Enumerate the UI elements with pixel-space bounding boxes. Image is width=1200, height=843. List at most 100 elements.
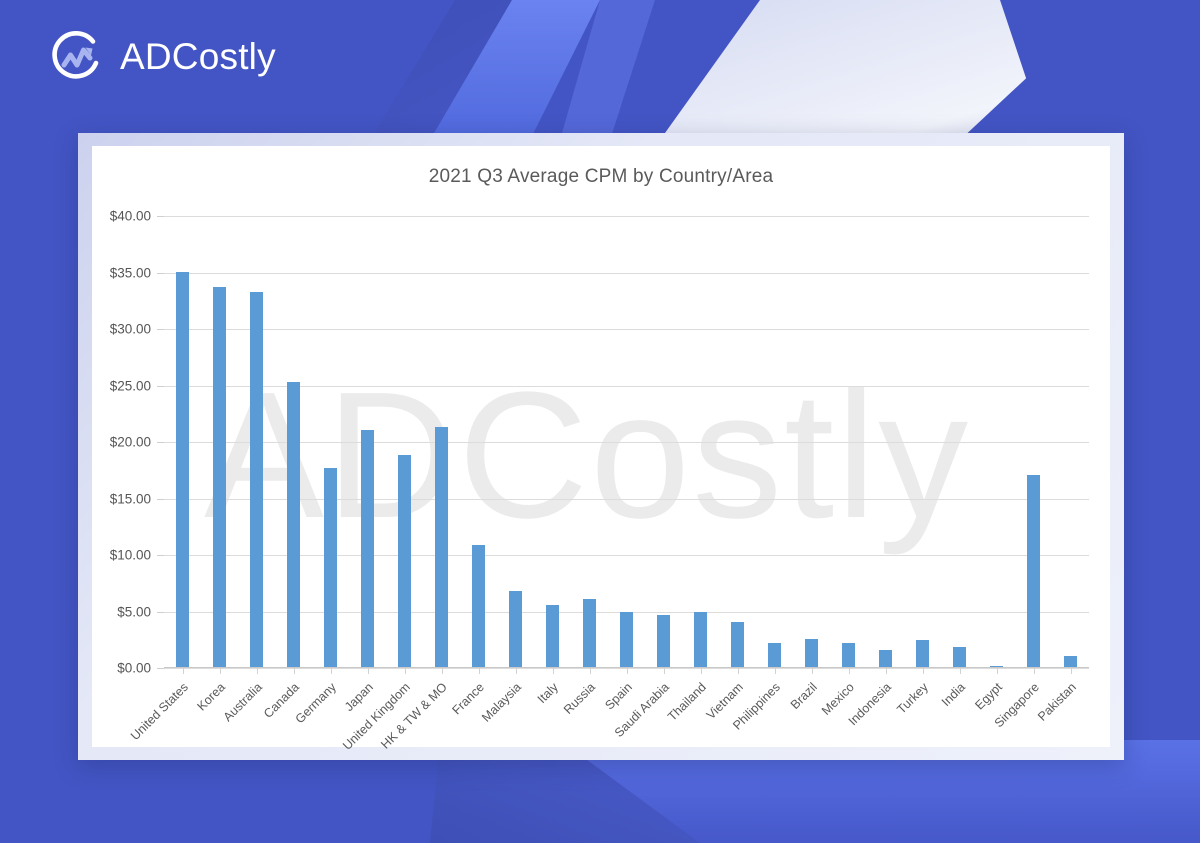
bar[interactable]: [509, 591, 522, 668]
y-axis-label: $20.00: [109, 434, 151, 450]
x-axis-line: [164, 667, 1089, 668]
y-axis-label: $40.00: [109, 208, 151, 224]
bar[interactable]: [176, 271, 189, 668]
y-axis-label: $35.00: [109, 265, 151, 280]
bar[interactable]: [546, 605, 559, 668]
y-axis-tick: [157, 385, 164, 387]
x-axis-label: Pakistan: [1034, 680, 1079, 724]
x-axis-label: Spain: [601, 680, 635, 713]
x-axis-tick: [478, 668, 480, 674]
x-axis-label: HK & TW & MO: [377, 680, 450, 752]
x-axis-tick: [293, 668, 295, 674]
x-axis-label: Australia: [220, 680, 265, 725]
bar[interactable]: [805, 638, 818, 668]
gridline: [164, 385, 1089, 387]
bar[interactable]: [213, 287, 226, 668]
x-axis-tick: [1033, 668, 1035, 674]
x-axis-label: United Kingdom: [339, 680, 413, 753]
gridline: [164, 442, 1089, 443]
bar[interactable]: [1027, 474, 1040, 668]
x-axis-tick: [219, 668, 221, 674]
gridline: [164, 611, 1089, 613]
x-axis-tick: [885, 668, 887, 674]
x-axis-tick: [441, 668, 443, 674]
gridline: [164, 329, 1089, 330]
y-axis-tick: [157, 272, 164, 274]
bar[interactable]: [768, 643, 781, 668]
bar[interactable]: [842, 642, 855, 668]
x-axis-label: Russia: [560, 680, 598, 717]
x-axis-label: Thailand: [664, 680, 709, 724]
x-axis-tick: [367, 668, 369, 674]
bar[interactable]: [990, 665, 1003, 668]
y-axis-label: $0.00: [117, 660, 151, 676]
brand-logo: ADCostly: [48, 28, 276, 86]
y-axis-tick: [157, 555, 164, 556]
x-axis-label: United States: [127, 680, 191, 743]
chart-title: 2021 Q3 Average CPM by Country/Area: [428, 166, 774, 187]
x-axis-tick: [774, 668, 776, 674]
bar[interactable]: [879, 649, 892, 668]
bar[interactable]: [324, 468, 337, 668]
y-axis-label: $30.00: [109, 321, 151, 337]
x-axis-tick: [515, 668, 517, 674]
gridline: [164, 216, 1089, 217]
x-axis-label: Italy: [534, 680, 561, 707]
x-axis-tick: [404, 668, 406, 674]
chart-watermark: ADCostly: [204, 355, 971, 556]
bar[interactable]: [287, 381, 300, 668]
x-axis-tick: [959, 668, 961, 674]
y-axis-tick: [157, 611, 164, 613]
y-axis-tick: [157, 668, 164, 669]
bar[interactable]: [694, 612, 707, 668]
bar-chart-plot: ADCostly $0.00 $5.00 $10.00 $15.00 $20.00 $25…: [110, 209, 1089, 753]
x-axis-label: India: [938, 680, 968, 710]
chart-card: 2021 Q3 Average CPM by Country/Area ADCo…: [92, 146, 1110, 753]
x-axis-label: Turkey: [893, 680, 931, 717]
x-axis-tick: [256, 668, 258, 674]
y-axis-tick: [157, 329, 164, 330]
bar[interactable]: [472, 544, 485, 668]
x-axis-label: Japan: [341, 680, 376, 714]
x-axis-label: Brazil: [787, 680, 820, 713]
bar[interactable]: [731, 622, 744, 668]
bar[interactable]: [250, 292, 263, 668]
y-axis-label: $25.00: [109, 378, 151, 393]
x-axis-label: Korea: [193, 680, 228, 714]
x-axis-tick: [737, 668, 739, 674]
y-axis-label: $15.00: [109, 491, 151, 506]
x-axis-tick: [663, 668, 665, 674]
bar[interactable]: [953, 647, 966, 668]
x-axis-tick: [589, 668, 591, 674]
bar[interactable]: [1064, 655, 1077, 668]
bar[interactable]: [435, 427, 448, 668]
x-axis-tick: [848, 668, 850, 674]
x-axis-label: Malaysia: [478, 680, 524, 725]
bar[interactable]: [620, 612, 633, 668]
bar[interactable]: [583, 599, 596, 668]
x-axis-tick: [922, 668, 924, 674]
chart-card-frame: 2021 Q3 Average CPM by Country/Area ADCo…: [78, 133, 1124, 760]
adcostly-circular-arrow-logo: [48, 28, 106, 86]
bar[interactable]: [657, 615, 670, 668]
x-axis-tick: [700, 668, 702, 674]
bar[interactable]: [361, 430, 374, 668]
y-axis-tick: [157, 216, 164, 217]
gridline: [164, 272, 1089, 274]
x-axis-tick: [330, 668, 332, 674]
x-axis-tick: [182, 668, 184, 674]
x-axis-tick: [811, 668, 813, 674]
x-axis-tick: [626, 668, 628, 674]
bar[interactable]: [916, 640, 929, 668]
y-axis-tick: [157, 498, 164, 500]
y-axis-label: $10.00: [109, 547, 151, 563]
gridline: [164, 498, 1089, 500]
gridline: [164, 555, 1089, 556]
x-axis-tick: [552, 668, 554, 674]
x-axis-tick: [1070, 668, 1072, 674]
bar[interactable]: [398, 455, 411, 668]
y-axis-label: $5.00: [117, 604, 151, 619]
y-axis-tick: [157, 442, 164, 443]
x-axis-tick: [996, 668, 998, 674]
brand-name: ADCostly: [120, 36, 276, 77]
